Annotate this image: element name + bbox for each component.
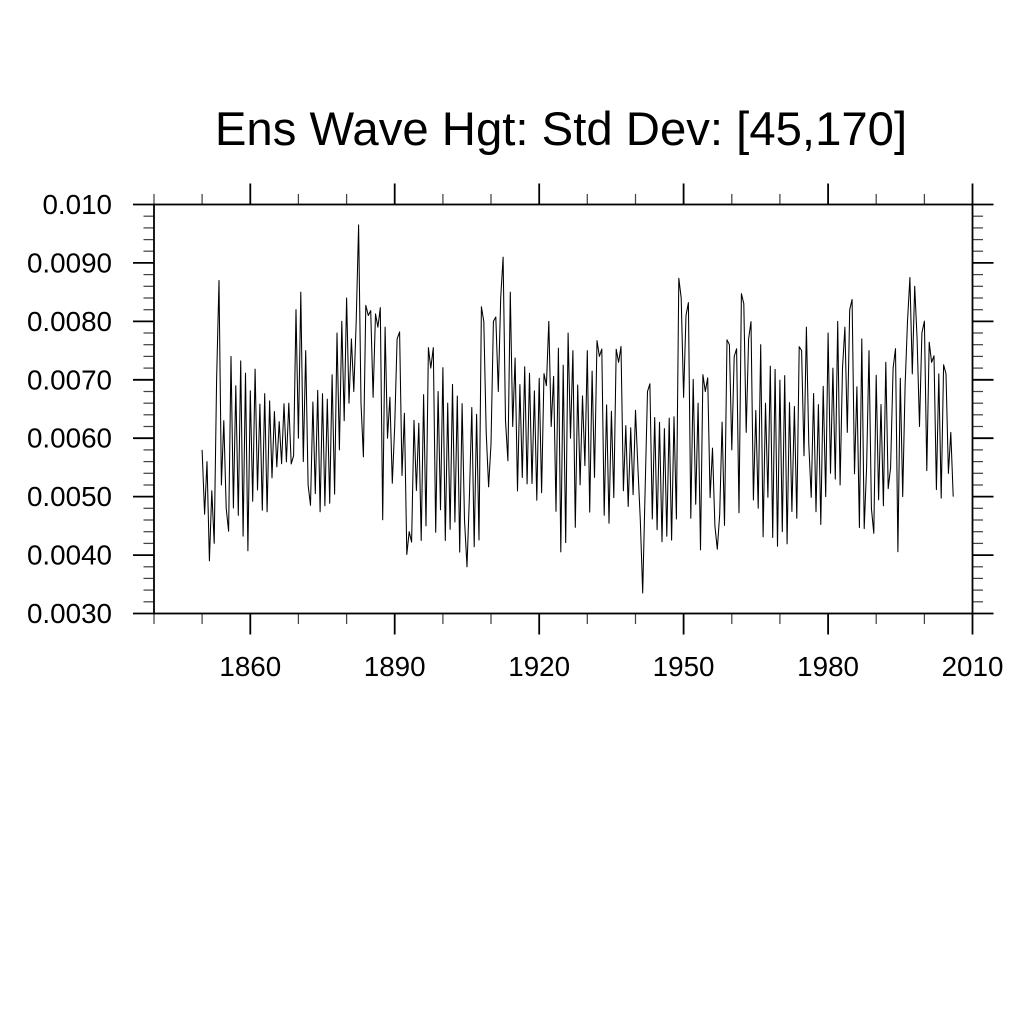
svg-text:1860: 1860 — [219, 651, 281, 682]
svg-text:1950: 1950 — [653, 651, 715, 682]
svg-text:0.0030: 0.0030 — [27, 598, 112, 629]
svg-text:1980: 1980 — [797, 651, 859, 682]
svg-text:1920: 1920 — [508, 651, 570, 682]
svg-text:Ens Wave Hgt: Std Dev: [45,170: Ens Wave Hgt: Std Dev: [45,170] — [215, 103, 907, 156]
svg-text:0.010: 0.010 — [42, 189, 112, 220]
svg-text:0.0040: 0.0040 — [27, 540, 112, 571]
svg-text:1890: 1890 — [364, 651, 426, 682]
svg-text:2010: 2010 — [942, 651, 1004, 682]
svg-text:0.0060: 0.0060 — [27, 423, 112, 454]
svg-text:0.0050: 0.0050 — [27, 481, 112, 512]
svg-text:0.0090: 0.0090 — [27, 247, 112, 278]
svg-text:0.0070: 0.0070 — [27, 364, 112, 395]
svg-text:0.0080: 0.0080 — [27, 306, 112, 337]
